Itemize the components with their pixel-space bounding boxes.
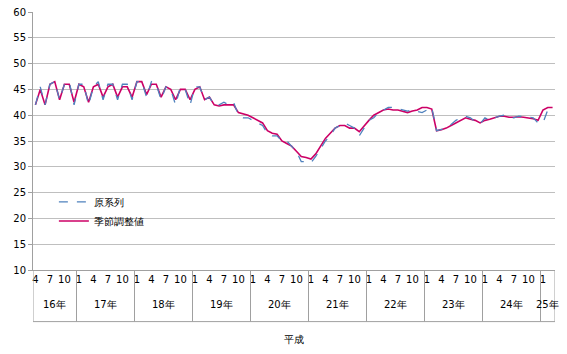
svg-text:15: 15 — [13, 239, 26, 250]
svg-text:25: 25 — [13, 187, 26, 198]
svg-text:1: 1 — [134, 274, 140, 285]
svg-text:4: 4 — [148, 274, 154, 285]
svg-text:10: 10 — [174, 274, 187, 285]
svg-text:10: 10 — [58, 274, 71, 285]
svg-text:24年: 24年 — [500, 299, 523, 310]
svg-text:20: 20 — [13, 213, 26, 224]
svg-text:7: 7 — [511, 274, 517, 285]
svg-text:4: 4 — [264, 274, 270, 285]
svg-text:7: 7 — [395, 274, 401, 285]
svg-text:45: 45 — [13, 84, 26, 95]
svg-text:4: 4 — [380, 274, 386, 285]
svg-text:55: 55 — [13, 32, 26, 43]
svg-text:1: 1 — [540, 274, 546, 285]
svg-text:4: 4 — [206, 274, 212, 285]
svg-text:10: 10 — [13, 265, 26, 276]
svg-text:50: 50 — [13, 58, 26, 69]
svg-text:7: 7 — [453, 274, 459, 285]
svg-text:4: 4 — [496, 274, 502, 285]
svg-text:23年: 23年 — [442, 299, 465, 310]
svg-text:1: 1 — [482, 274, 488, 285]
svg-text:18年: 18年 — [152, 299, 175, 310]
svg-text:平成: 平成 — [284, 334, 304, 345]
svg-text:16年: 16年 — [43, 299, 66, 310]
svg-text:1: 1 — [424, 274, 430, 285]
svg-text:1: 1 — [366, 274, 372, 285]
svg-text:19年: 19年 — [210, 299, 233, 310]
svg-text:季節調整値: 季節調整値 — [94, 216, 144, 227]
svg-text:4: 4 — [32, 274, 38, 285]
svg-text:1: 1 — [192, 274, 198, 285]
svg-text:7: 7 — [105, 274, 111, 285]
svg-text:10: 10 — [290, 274, 303, 285]
svg-text:10: 10 — [348, 274, 361, 285]
svg-text:7: 7 — [47, 274, 53, 285]
svg-text:1: 1 — [308, 274, 314, 285]
svg-text:22年: 22年 — [384, 299, 407, 310]
svg-text:17年: 17年 — [94, 299, 117, 310]
svg-text:10: 10 — [406, 274, 419, 285]
svg-text:60: 60 — [13, 7, 26, 18]
svg-text:10: 10 — [464, 274, 477, 285]
svg-text:4: 4 — [438, 274, 444, 285]
svg-text:4: 4 — [90, 274, 96, 285]
svg-text:10: 10 — [232, 274, 245, 285]
svg-text:30: 30 — [13, 161, 26, 172]
svg-text:21年: 21年 — [326, 299, 349, 310]
svg-text:7: 7 — [163, 274, 169, 285]
svg-text:7: 7 — [337, 274, 343, 285]
svg-text:10: 10 — [522, 274, 535, 285]
svg-text:7: 7 — [279, 274, 285, 285]
svg-text:4: 4 — [322, 274, 328, 285]
svg-text:原系列: 原系列 — [94, 197, 124, 208]
svg-text:7: 7 — [221, 274, 227, 285]
svg-text:35: 35 — [13, 136, 26, 147]
svg-text:10: 10 — [116, 274, 129, 285]
svg-text:25年: 25年 — [536, 299, 559, 310]
svg-text:1: 1 — [250, 274, 256, 285]
svg-text:20年: 20年 — [268, 299, 291, 310]
svg-text:40: 40 — [13, 110, 26, 121]
svg-text:1: 1 — [76, 274, 82, 285]
